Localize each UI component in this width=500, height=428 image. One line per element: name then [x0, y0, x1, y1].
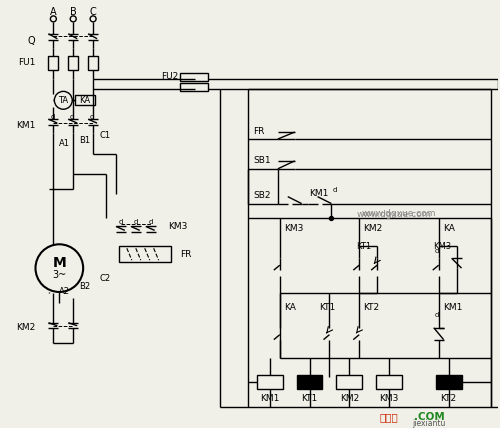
Text: jiexiantu: jiexiantu [412, 419, 446, 428]
Text: d: d [90, 114, 94, 120]
Text: KT2: KT2 [440, 394, 456, 403]
Text: KT2: KT2 [363, 303, 380, 312]
Text: d: d [134, 220, 138, 226]
Text: KM2: KM2 [16, 323, 36, 332]
Text: C2: C2 [99, 273, 110, 282]
Text: KM2: KM2 [340, 394, 359, 403]
Text: 接线图: 接线图 [380, 412, 398, 422]
Text: B2: B2 [79, 282, 90, 291]
Text: KA: KA [442, 224, 454, 233]
Text: FR: FR [253, 127, 264, 136]
Text: C1: C1 [99, 131, 110, 140]
Bar [75, 95, 95, 105]
Text: KT1: KT1 [356, 242, 371, 251]
Text: A: A [50, 7, 56, 17]
Text: KM2: KM2 [363, 224, 382, 233]
Text: C: C [90, 7, 96, 17]
Text: KM1: KM1 [260, 394, 280, 403]
Text: KM1: KM1 [310, 189, 329, 198]
Bar [376, 375, 402, 389]
Text: KM3: KM3 [434, 242, 452, 251]
Text: KT1: KT1 [320, 303, 336, 312]
Text: d: d [70, 114, 74, 120]
Text: .COM: .COM [414, 412, 444, 422]
Text: FU2: FU2 [161, 72, 178, 81]
Text: d: d [50, 114, 54, 120]
Bar [257, 375, 283, 389]
Bar [48, 56, 58, 69]
Text: KM3: KM3 [168, 222, 188, 231]
Text: M: M [52, 256, 66, 270]
Bar [88, 56, 98, 69]
Bar [296, 375, 322, 389]
Text: www.dgxue.com: www.dgxue.com [356, 210, 431, 219]
Text: B: B [70, 7, 76, 17]
Text: d: d [148, 220, 153, 226]
Text: A1: A1 [60, 140, 70, 149]
Text: KT1: KT1 [302, 394, 318, 403]
Text: d: d [332, 187, 336, 193]
Text: Q: Q [28, 36, 36, 46]
Text: 3~: 3~ [52, 270, 66, 280]
Text: d: d [434, 312, 439, 318]
Text: KA: KA [80, 96, 90, 105]
Bar [119, 246, 171, 262]
Text: KM1: KM1 [16, 121, 36, 130]
Bar [68, 56, 78, 69]
Text: TA: TA [58, 96, 68, 105]
Bar [336, 375, 362, 389]
Text: SB1: SB1 [253, 156, 270, 165]
Text: d: d [118, 220, 123, 226]
Text: KA: KA [284, 303, 296, 312]
Text: SB2: SB2 [253, 191, 270, 200]
Text: FU1: FU1 [18, 58, 36, 67]
Text: KM1: KM1 [442, 303, 462, 312]
Text: www.dgxue.com: www.dgxue.com [362, 209, 436, 218]
Text: B1: B1 [79, 136, 90, 145]
Bar [180, 83, 208, 91]
Circle shape [330, 217, 334, 220]
Text: KM3: KM3 [284, 224, 303, 233]
Text: FR: FR [180, 250, 192, 259]
Bar [436, 375, 462, 389]
Text: A2: A2 [60, 288, 70, 297]
Bar [180, 74, 208, 81]
Text: d: d [434, 248, 439, 254]
Text: KM3: KM3 [380, 394, 398, 403]
